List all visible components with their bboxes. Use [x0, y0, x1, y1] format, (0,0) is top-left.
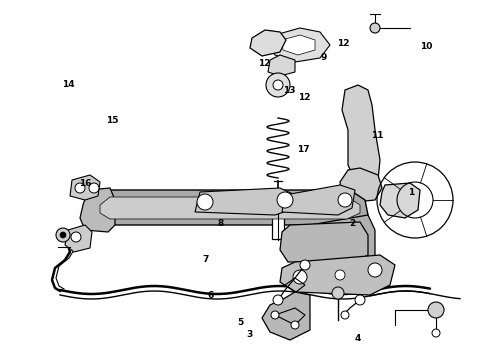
- Circle shape: [266, 73, 290, 97]
- Text: 1: 1: [409, 188, 415, 197]
- Polygon shape: [380, 183, 420, 218]
- Polygon shape: [100, 197, 360, 219]
- Polygon shape: [70, 175, 100, 200]
- Circle shape: [75, 183, 85, 193]
- Text: 3: 3: [247, 330, 253, 339]
- Bar: [272, 201, 284, 239]
- Polygon shape: [250, 30, 286, 56]
- Polygon shape: [268, 55, 295, 76]
- Circle shape: [368, 263, 382, 277]
- Text: 15: 15: [106, 116, 119, 125]
- Polygon shape: [280, 255, 395, 295]
- Text: 12: 12: [297, 93, 310, 102]
- Circle shape: [432, 329, 440, 337]
- Circle shape: [332, 287, 344, 299]
- Text: 11: 11: [371, 131, 384, 140]
- Text: 14: 14: [62, 80, 75, 89]
- Circle shape: [355, 295, 365, 305]
- Polygon shape: [93, 190, 368, 225]
- Circle shape: [273, 80, 283, 90]
- Text: 8: 8: [218, 219, 223, 228]
- Circle shape: [271, 311, 279, 319]
- Polygon shape: [195, 188, 295, 215]
- Circle shape: [273, 295, 283, 305]
- Text: 7: 7: [202, 255, 209, 264]
- Polygon shape: [282, 35, 315, 55]
- Circle shape: [60, 232, 66, 238]
- Circle shape: [291, 321, 299, 329]
- Text: 10: 10: [420, 42, 433, 51]
- Circle shape: [428, 302, 444, 318]
- Circle shape: [277, 192, 293, 208]
- Circle shape: [89, 183, 99, 193]
- Polygon shape: [280, 222, 368, 262]
- Polygon shape: [270, 28, 330, 62]
- Circle shape: [335, 270, 345, 280]
- Text: 12: 12: [337, 39, 349, 48]
- Text: 9: 9: [320, 53, 327, 62]
- Circle shape: [300, 260, 310, 270]
- Circle shape: [197, 194, 213, 210]
- Text: 17: 17: [297, 145, 310, 154]
- Text: 5: 5: [237, 318, 243, 327]
- Circle shape: [341, 311, 349, 319]
- Polygon shape: [80, 188, 115, 232]
- Text: 12: 12: [258, 59, 271, 68]
- Polygon shape: [342, 85, 380, 185]
- Circle shape: [370, 23, 380, 33]
- Polygon shape: [282, 185, 355, 215]
- Polygon shape: [340, 168, 382, 202]
- Text: 2: 2: [350, 219, 356, 228]
- Polygon shape: [262, 292, 310, 340]
- Text: 4: 4: [354, 334, 361, 343]
- Text: 16: 16: [79, 179, 92, 188]
- Circle shape: [71, 232, 81, 242]
- Circle shape: [293, 270, 307, 284]
- Text: 6: 6: [208, 291, 214, 300]
- Polygon shape: [65, 225, 92, 252]
- Polygon shape: [295, 215, 375, 262]
- Text: 13: 13: [283, 86, 295, 95]
- Circle shape: [338, 193, 352, 207]
- Circle shape: [56, 228, 70, 242]
